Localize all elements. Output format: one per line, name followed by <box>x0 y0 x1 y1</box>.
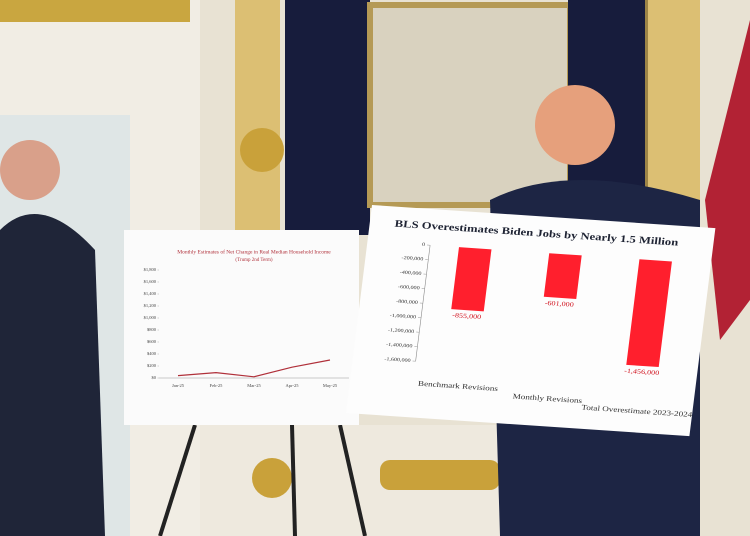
chart-subtitle: (Trump 2nd Term) <box>235 258 272 263</box>
y-tick-label: $1,000 <box>144 315 157 321</box>
y-tick-label: $1,800 <box>144 267 157 273</box>
person-left <box>0 214 105 536</box>
y-tick-label: $800 <box>147 327 157 332</box>
y-tick-label: -1,600,000 <box>384 357 411 364</box>
right-poster: BLS Overestimates Biden Jobs by Nearly 1… <box>345 205 716 437</box>
gold-ornament <box>235 0 280 230</box>
line <box>177 359 331 378</box>
gold-ornament <box>645 0 700 200</box>
person-left-head <box>0 140 60 200</box>
gold-rosette <box>240 128 284 172</box>
poster-board <box>345 205 716 437</box>
x-tick-label: Apr-25 <box>286 383 300 388</box>
person-right-head <box>535 85 615 165</box>
axis <box>415 245 431 362</box>
y-tick-label: $1,400 <box>144 291 157 297</box>
value-label: -855,000 <box>452 311 482 321</box>
left-poster: Monthly Estimates of Net Change in Real … <box>124 230 359 425</box>
bar <box>451 247 492 312</box>
x-tick-label: Jan-25 <box>172 383 185 388</box>
value-label: -1,456,000 <box>624 367 660 377</box>
y-tick-label: 0 <box>422 242 426 247</box>
gold-rosette <box>252 458 292 498</box>
easel-leg <box>158 424 197 536</box>
y-tick-label: $200 <box>147 363 157 368</box>
x-tick-label: Feb-25 <box>210 383 223 388</box>
flag <box>705 20 750 340</box>
y-tick-label: -800,000 <box>396 299 419 306</box>
y-tick-label: $0 <box>152 375 157 380</box>
curtain <box>285 0 370 235</box>
bar <box>626 259 672 368</box>
y-tick-label: -600,000 <box>398 285 421 292</box>
y-tick-label: -1,000,000 <box>389 313 416 320</box>
y-tick-label: -1,400,000 <box>386 342 413 349</box>
gold-trim <box>0 0 190 22</box>
gold-ornament <box>380 460 500 490</box>
x-tick-label: May-25 <box>323 383 338 388</box>
chart-title: Monthly Estimates of Net Change in Real … <box>177 248 331 255</box>
y-tick-label: -400,000 <box>399 270 422 277</box>
easel-leg <box>338 424 367 536</box>
y-tick-label: -200,000 <box>401 256 424 263</box>
y-tick-label: -1,200,000 <box>388 328 415 335</box>
framed-document <box>367 2 573 208</box>
y-tick-label: $1,600 <box>144 279 157 285</box>
bar <box>543 253 582 299</box>
x-tick-label: Mar-25 <box>247 383 261 388</box>
easel-leg <box>290 424 297 536</box>
y-tick-label: $600 <box>147 339 157 344</box>
poster-board <box>124 230 359 425</box>
y-tick-label: $1,200 <box>144 303 157 309</box>
y-tick-label: $400 <box>147 351 157 356</box>
value-label: -601,000 <box>544 299 574 309</box>
